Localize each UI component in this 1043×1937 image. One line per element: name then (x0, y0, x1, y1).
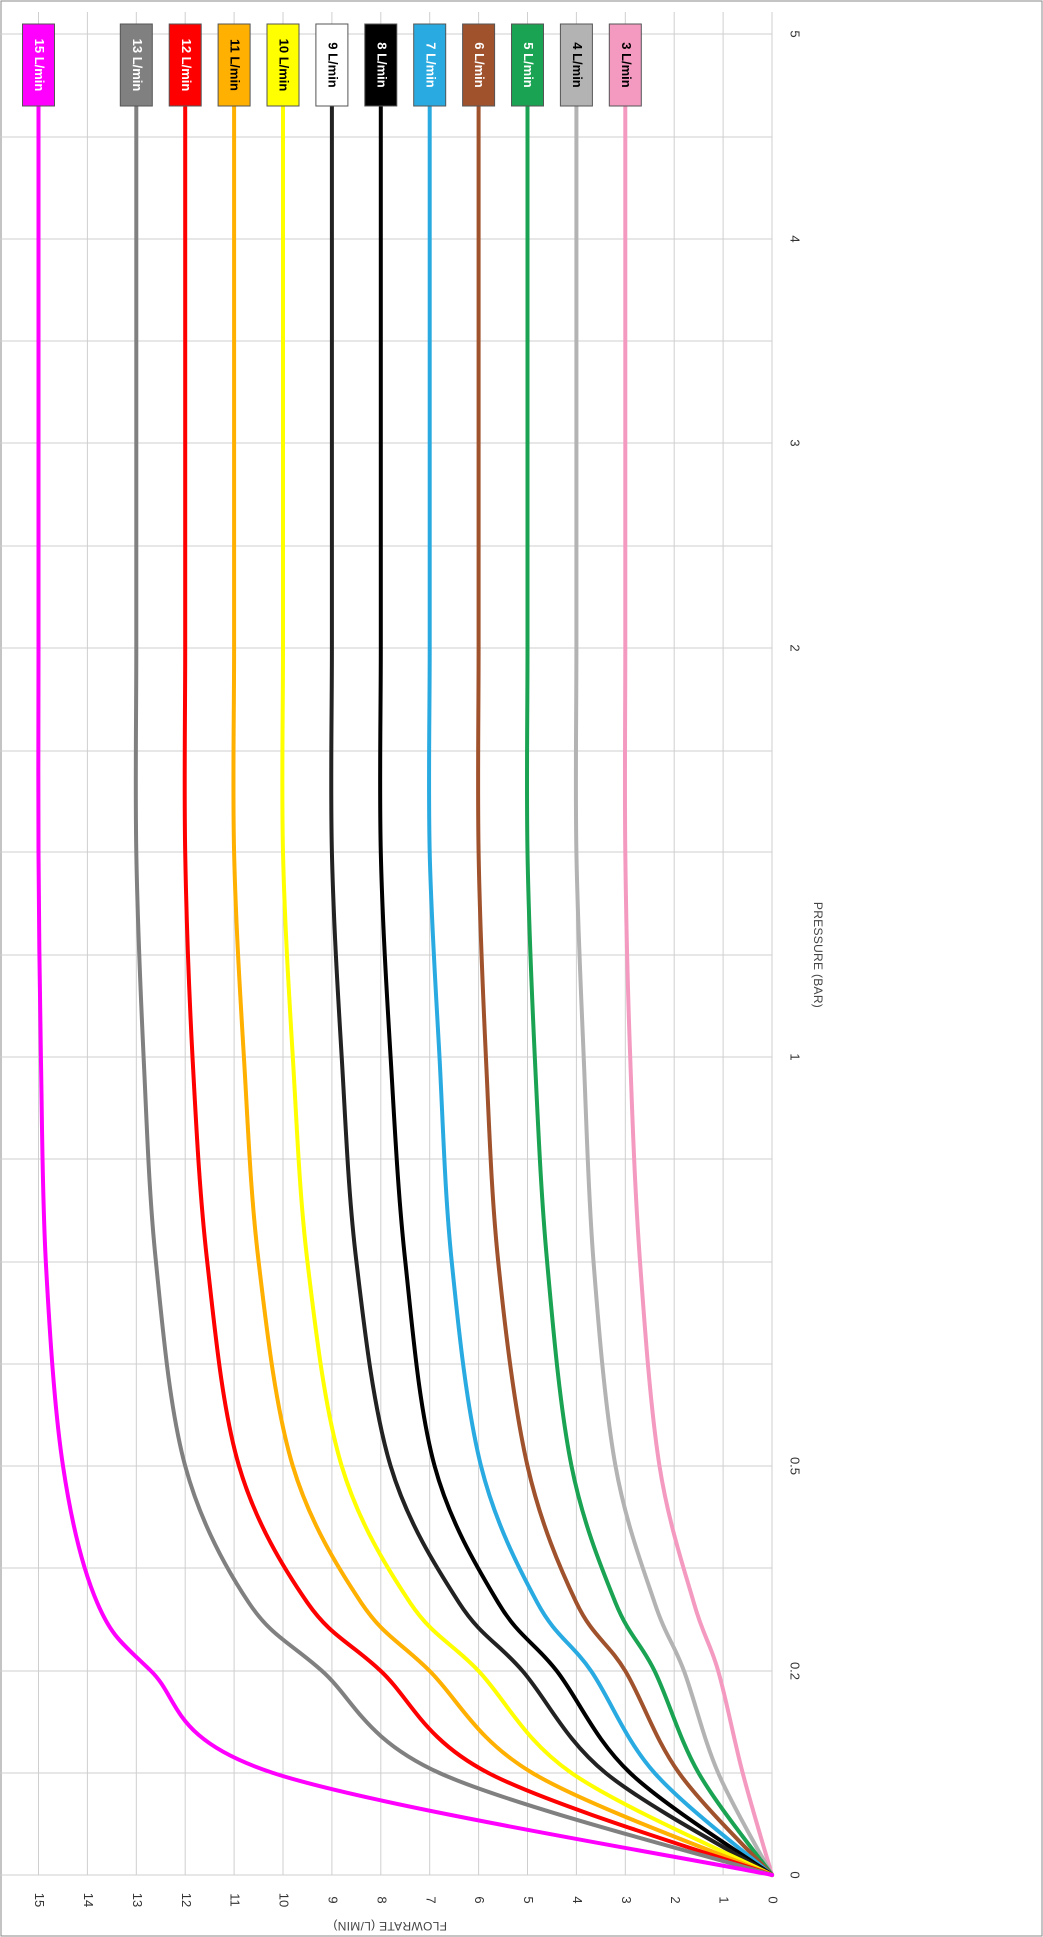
series-label-box (511, 23, 544, 107)
y-tick-label: 10 (277, 1893, 292, 1907)
y-tick-label: 14 (81, 1893, 96, 1907)
series-label-box (608, 23, 642, 107)
y-tick-label: 9 (325, 1896, 340, 1903)
series-line (280, 28, 774, 1877)
y-tick-label: 13 (130, 1893, 145, 1907)
series-label: 7 L/min (423, 42, 438, 88)
y-tick-label: 12 (179, 1893, 194, 1907)
y-tick-label: 8 (374, 1896, 389, 1903)
x-tick-label: 1 (788, 1053, 803, 1060)
series-label: 3 L/min (619, 42, 634, 88)
series-label: 15 L/min (32, 39, 47, 92)
y-tick-label: 11 (228, 1893, 243, 1907)
series-label: 13 L/min (130, 39, 145, 92)
y-tick-label: 5 (521, 1896, 536, 1903)
y-tick-label: 15 (32, 1893, 47, 1907)
series-line (524, 28, 774, 1877)
series-label-box (462, 23, 496, 107)
y-tick-label: 0 (766, 1896, 781, 1903)
series-labels: 15 L/min 13 L/min 12 L/min 11 L/min 10 L/min… (22, 23, 642, 107)
x-tick-label: 3 (788, 439, 803, 446)
series-line (36, 28, 774, 1877)
series-line (329, 28, 774, 1877)
series-line (133, 28, 774, 1877)
series-line (476, 28, 774, 1877)
series-label-box (168, 23, 202, 107)
series-label-box (413, 23, 447, 107)
series-line (378, 28, 774, 1877)
series-label: 4 L/min (570, 42, 585, 88)
y-tick-label: 6 (472, 1896, 487, 1903)
x-tick-label: 0.5 (788, 1457, 803, 1475)
series-line (426, 28, 774, 1877)
series-label-box (559, 23, 593, 107)
series-label-box (315, 23, 349, 107)
y-tick-label: 4 (570, 1896, 585, 1903)
y-tick-label: 3 (619, 1896, 634, 1903)
series-lines (36, 28, 774, 1877)
x-tick-label: 2 (788, 644, 803, 651)
series-label-box (217, 23, 251, 107)
series-label: 10 L/min (277, 39, 292, 92)
series-label-box (266, 23, 300, 107)
series-label-box (364, 23, 398, 107)
y-tick-label: 7 (423, 1896, 438, 1903)
series-label: 9 L/min (325, 42, 340, 88)
series-label: 6 L/min (472, 42, 487, 88)
y-tick-label: 2 (668, 1896, 683, 1903)
series-label: 12 L/min (179, 39, 194, 92)
y-tick-label: 1 (717, 1896, 732, 1903)
series-label: 11 L/min (228, 39, 243, 91)
x-tick-label: 0 (788, 1871, 803, 1878)
x-axis-title: PRESSURE (BAR) (811, 902, 825, 1008)
series-line (182, 28, 774, 1877)
series-line (573, 28, 774, 1877)
x-tick-label: 4 (788, 235, 803, 242)
series-label: 5 L/min (521, 42, 536, 88)
y-axis-title: FLOWRATE (L/MIN) (333, 1919, 447, 1933)
series-line (622, 28, 774, 1877)
series-line (231, 28, 774, 1877)
series-label-box (119, 23, 153, 107)
series-label: 8 L/min (374, 42, 389, 88)
series-label-box (22, 23, 55, 107)
x-tick-label: 5 (788, 30, 803, 37)
x-tick-label: 0.2 (788, 1662, 803, 1680)
